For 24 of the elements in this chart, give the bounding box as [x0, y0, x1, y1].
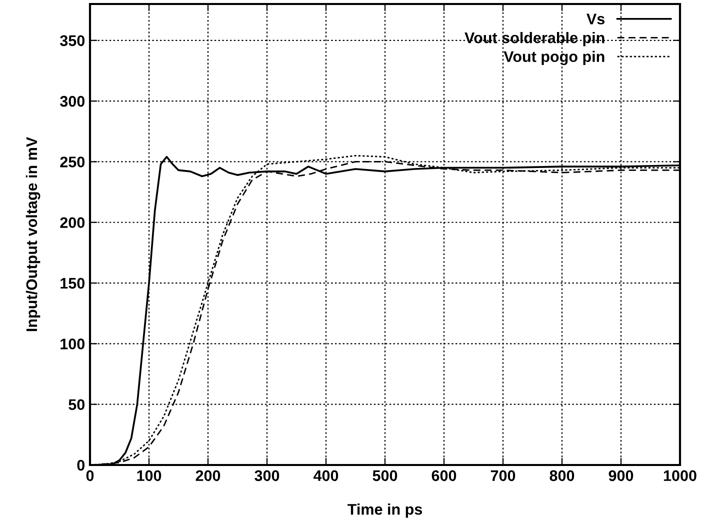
y-tick-label: 350 — [60, 35, 85, 46]
y-tick-label: 200 — [60, 217, 85, 228]
x-tick-label: 700 — [490, 470, 516, 482]
x-tick-label: 400 — [313, 470, 338, 482]
y-tick-label: 100 — [60, 338, 85, 350]
x-tick-label: 600 — [432, 470, 456, 482]
x-axis-title: Time in ps — [348, 504, 422, 518]
y-tick-label: 300 — [60, 96, 85, 107]
y-axis-title: Input/Output voltage in mV — [26, 136, 40, 332]
x-tick-label: 300 — [254, 470, 280, 482]
y-tick-label: 0 — [77, 460, 85, 471]
x-tick-label: 100 — [137, 470, 162, 482]
x-tick-label: 500 — [372, 470, 398, 482]
y-tick-label: 50 — [68, 399, 85, 410]
legend-label: Vout solderable pin — [464, 32, 604, 46]
x-tick-label: 1000 — [664, 470, 696, 482]
x-tick-label: 0 — [86, 470, 94, 482]
x-tick-label: 200 — [196, 470, 220, 482]
legend-label: Vout pogo pin — [504, 50, 604, 66]
x-tick-label: 900 — [608, 470, 634, 482]
x-tick-label: 800 — [550, 470, 574, 482]
legend-label: Vs — [586, 14, 605, 24]
y-tick-label: 150 — [60, 278, 85, 289]
y-tick-label: 250 — [60, 156, 85, 168]
